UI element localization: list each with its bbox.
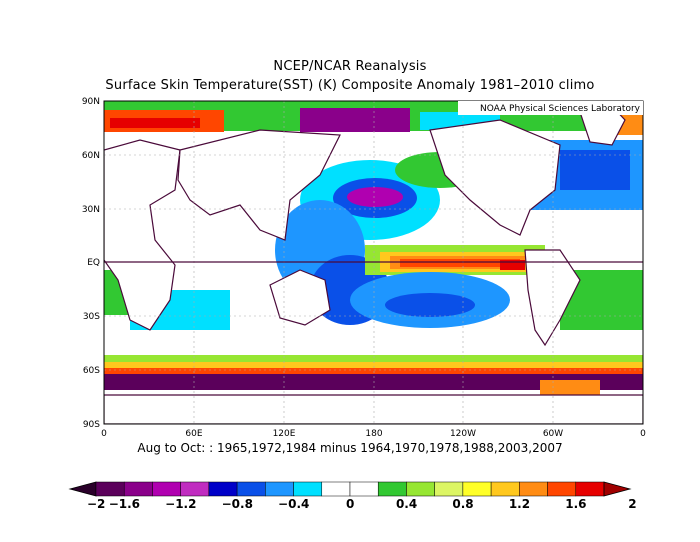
lon-label: 60W [543, 429, 563, 439]
southern-ocean-green [104, 355, 643, 365]
composite-years-caption: Aug to Oct: : 1965,1972,1984 minus 1964,… [137, 441, 563, 455]
lon-label: 0 [101, 429, 107, 439]
south-pacific-deep [385, 293, 475, 317]
southern-ocean-red [104, 368, 643, 375]
enso-red [400, 259, 520, 267]
lon-label: 0 [640, 429, 646, 439]
arctic-cold-patch [300, 108, 410, 132]
credit-text: NOAA Physical Sciences Laboratory [480, 104, 641, 114]
colorbar-swatch [406, 481, 435, 497]
colorbar-label: −1.6 [108, 497, 141, 511]
colorbar-label: −0.4 [278, 497, 310, 511]
australia [269, 269, 331, 326]
title-line-1: NCEP/NCAR Reanalysis [273, 59, 427, 74]
lat-label: 60N [82, 151, 100, 161]
colorbar-right-arrow [603, 481, 632, 497]
colorbar-swatch [236, 481, 266, 497]
colorbar-swatch [349, 481, 379, 497]
lat-label: 30N [82, 205, 100, 215]
colorbar-label: −0.8 [221, 497, 253, 511]
land-outlines [104, 103, 643, 424]
south-america [524, 249, 581, 347]
colorbar-swatch [377, 481, 407, 497]
colorbar-swatch [547, 481, 577, 497]
anomaly-field [104, 101, 643, 410]
colorbar-label: 1.2 [508, 497, 531, 511]
arctic-hot-patch [110, 118, 200, 128]
lat-label: 60S [83, 366, 100, 376]
antarctica [104, 394, 643, 424]
lat-label: 90S [83, 420, 100, 430]
colorbar-swatch [265, 481, 294, 497]
lon-labels: 0 60E 120E 180 120W 60W 0 [101, 429, 646, 439]
colorbar-swatch [293, 481, 323, 497]
lon-label: 180 [365, 429, 382, 439]
title-line-2: Surface Skin Temperature(SST) (K) Compos… [105, 78, 595, 93]
lat-label: 30S [83, 312, 100, 322]
north-atlantic-deep [560, 150, 630, 190]
colorbar-left-arrow [68, 481, 97, 497]
colorbar-swatch [152, 481, 181, 497]
lat-label: 90N [82, 97, 100, 107]
colorbar-label: 0 [346, 497, 355, 511]
southern-ocean-cold [104, 374, 643, 390]
lon-label: 60E [185, 429, 202, 439]
map-frame [103, 100, 644, 425]
colorbar-label: 2 [628, 497, 637, 511]
colorbar [68, 481, 632, 497]
colorbar-label: −2 [87, 497, 106, 511]
colorbar-label: −1.2 [165, 497, 197, 511]
colorbar-swatch [321, 481, 351, 497]
colorbar-swatch [180, 481, 210, 497]
colorbar-label: 0.8 [452, 497, 474, 511]
north-america [429, 119, 561, 236]
colorbar-swatch [123, 481, 153, 497]
colorbar-swatch [434, 481, 464, 497]
lon-label: 120E [273, 429, 296, 439]
colorbar-swatch [575, 481, 605, 497]
colorbar-label: 0.4 [395, 497, 418, 511]
colorbar-label: 1.6 [565, 497, 587, 511]
credit-box [458, 101, 643, 115]
enso-peak [500, 260, 525, 270]
north-pacific-core [347, 187, 403, 207]
southern-ocean-yellow [104, 362, 643, 370]
lat-labels: 90N 60N 30N EQ 30S 60S 90S [82, 97, 100, 430]
colorbar-swatch [208, 481, 238, 497]
colorbar-swatch [490, 481, 520, 497]
colorbar-swatch [95, 481, 125, 497]
lat-label: EQ [87, 258, 100, 268]
colorbar-swatch [519, 481, 548, 497]
colorbar-swatch [462, 481, 492, 497]
asia [177, 129, 341, 241]
lon-label: 120W [450, 429, 476, 439]
